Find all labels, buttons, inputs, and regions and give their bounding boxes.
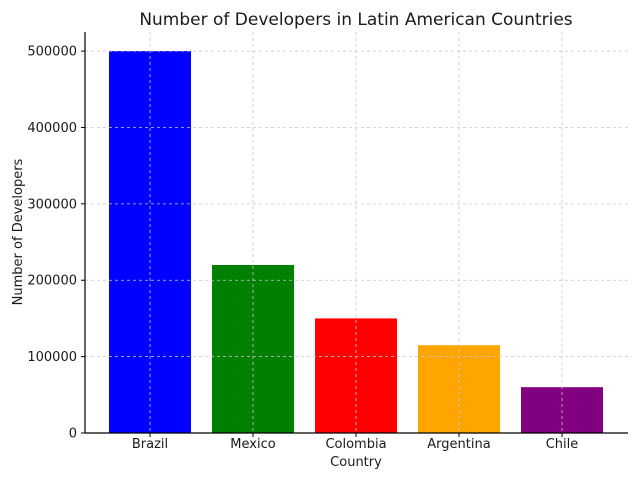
- y-tick-label: 100000: [27, 350, 77, 365]
- grid: [85, 32, 628, 433]
- ticks: 0 100000 200000 300000 400000 500000 Brazil Mex…: [27, 45, 578, 452]
- x-tick-label-colombia: Colombia: [325, 437, 386, 452]
- x-tick-label-brazil: Brazil: [132, 437, 168, 452]
- chart-title: Number of Developers in Latin American C…: [139, 10, 572, 30]
- y-tick-label: 400000: [27, 121, 77, 136]
- y-axis-label: Number of Developers: [11, 158, 26, 305]
- x-tick-label-chile: Chile: [546, 437, 579, 452]
- y-tick-label: 500000: [27, 45, 77, 60]
- y-tick-label: 200000: [27, 274, 77, 289]
- x-axis-label: Country: [330, 455, 382, 470]
- x-tick-label-argentina: Argentina: [427, 437, 490, 452]
- x-tick-label-mexico: Mexico: [230, 437, 275, 452]
- y-tick-label: 300000: [27, 197, 77, 212]
- y-tick-label: 0: [69, 427, 77, 442]
